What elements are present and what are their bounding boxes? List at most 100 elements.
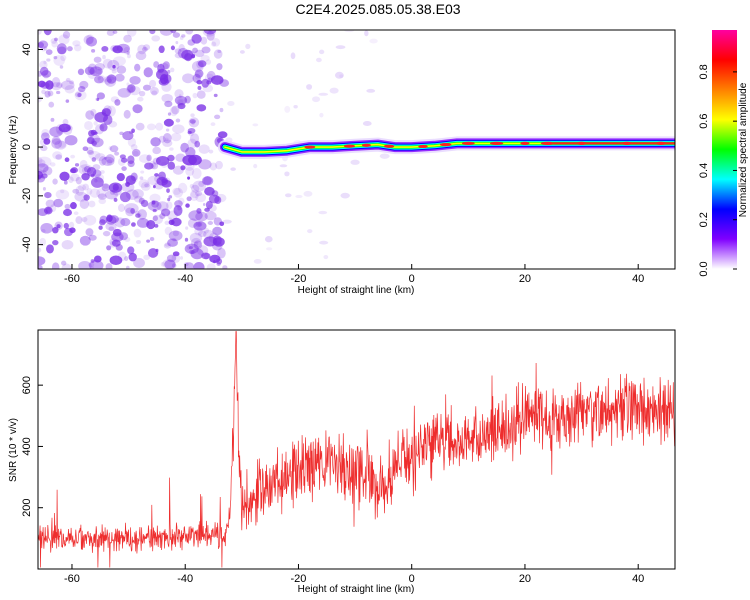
spectrogram-noise-blob (158, 171, 166, 180)
spectrogram-x-tick-label: 40 (632, 273, 644, 285)
spectrogram-noise-blob (173, 251, 180, 256)
spectrogram-noise-blob (124, 110, 131, 119)
spectrogram-noise-blob (336, 45, 346, 49)
spectrogram-noise-blob (213, 235, 222, 245)
chart-title: C2E4.2025.085.05.38.E03 (295, 1, 460, 17)
spectrogram-noise-blob (129, 253, 137, 262)
spectrogram-noise-blob (40, 145, 47, 151)
spectrogram-noise-blob (57, 46, 66, 54)
spectrogram-noise-blob (155, 123, 163, 131)
spectrogram-y-tick-label: 40 (21, 43, 33, 55)
spectrogram-noise-blob (303, 191, 312, 197)
spectrogram-noise-blob (195, 212, 208, 222)
spectrogram-noise-blob (134, 229, 142, 238)
spectrogram-noise-blob (95, 124, 104, 134)
spectrogram-noise-blob (74, 211, 79, 215)
spectrogram-noise-blob (109, 146, 112, 150)
spectrogram-noise-blob (171, 133, 181, 142)
spectrogram-noise-blob (102, 183, 110, 191)
spectrogram-noise-blob (172, 188, 180, 195)
spectrogram-noise-blob (159, 46, 165, 54)
spectrogram-noise-blob (181, 34, 185, 37)
spectrogram-noise-blob (291, 52, 296, 59)
spectrogram-noise-blob (60, 65, 64, 68)
spectrogram-noise-blob (127, 28, 136, 37)
colorbar-gradient (712, 30, 737, 269)
spectrogram-x-tick-label: 0 (409, 273, 415, 285)
spectrogram-noise-blob (105, 222, 116, 230)
spectrogram-noise-blob (88, 63, 97, 74)
spectrogram-noise-blob (330, 88, 339, 94)
spectrogram-noise-blob (137, 97, 143, 102)
spectrogram-noise-blob (58, 34, 69, 44)
spectrogram-noise-blob (115, 74, 125, 82)
spectrogram-noise-blob (170, 68, 174, 73)
snr-panel: -60 -40 -20 0 20 40 200400600 Height of strai… (8, 330, 675, 595)
spectrogram-ridge-peak (344, 145, 355, 148)
spectrogram-noise-blob (203, 203, 205, 206)
spectrogram-noise-blob (252, 123, 258, 126)
spectrogram-noise-blob (107, 159, 113, 165)
spectrogram-noise-blob (84, 121, 93, 130)
spectrogram-noise-blob (207, 204, 217, 212)
spectrogram-noise-blob (101, 46, 108, 52)
spectrogram-noise-blob (134, 211, 139, 215)
spectrogram-noise-blob (165, 221, 170, 225)
spectrogram-noise-blob (209, 255, 220, 263)
spectrogram-noise-blob (118, 204, 125, 212)
spectrogram-noise-blob (64, 180, 68, 184)
colorbar-tick-label: 0.8 (698, 64, 710, 79)
spectrogram-x-axis-label: Height of straight line (km) (298, 285, 415, 296)
spectrogram-noise-blob (208, 221, 213, 225)
spectrogram-noise-blob (111, 96, 119, 102)
spectrogram-noise-blob (154, 182, 163, 190)
spectrogram-noise-blob (43, 166, 53, 175)
spectrogram-noise-blob (70, 202, 77, 209)
spectrogram-noise-blob (195, 69, 204, 77)
spectrogram-noise-blob (46, 244, 54, 253)
spectrogram-ridge-peak (440, 143, 452, 146)
spectrogram-noise-blob (114, 152, 119, 156)
spectrogram-noise-blob (132, 104, 142, 113)
spectrogram-noise-blob (201, 46, 210, 53)
spectrogram-y-tick-label: -20 (21, 188, 33, 204)
spectrogram-noise-blob (216, 63, 222, 70)
spectrogram-noise-blob (186, 244, 190, 249)
spectrogram-noise-blob (149, 194, 160, 203)
spectrogram-noise-blob (65, 157, 70, 162)
snr-x-tick-label: 20 (519, 573, 531, 585)
spectrogram-noise-blob (366, 89, 375, 93)
spectrogram-noise-blob (69, 80, 74, 84)
spectrogram-noise-blob (68, 126, 73, 131)
spectrogram-noise-blob (43, 187, 46, 191)
spectrogram-noise-blob (146, 220, 155, 229)
colorbar: 0.0 0.2 0.4 0.6 0.8 Normalized spectral ampl… (698, 30, 749, 277)
spectrogram-noise-blob (197, 90, 206, 98)
spectrogram-noise-blob (125, 207, 134, 216)
spectrogram-noise-blob (48, 102, 54, 108)
spectrogram-noise-blob (61, 261, 66, 266)
colorbar-tick-label: 0.0 (698, 261, 710, 276)
snr-y-tick-label: 600 (21, 376, 33, 394)
spectrogram-noise-blob (120, 192, 131, 202)
spectrogram-noise-blob (41, 89, 46, 94)
spectrogram-noise-blob (44, 46, 48, 50)
spectrogram-noise-blob (97, 92, 105, 99)
spectrogram-noise-blob (133, 151, 139, 156)
spectrogram-noise-blob (134, 64, 140, 72)
spectrogram-noise-blob (176, 119, 181, 123)
spectrogram-noise-blob (171, 46, 175, 51)
snr-x-tick-label: -40 (177, 573, 193, 585)
spectrogram-noise-blob (191, 120, 195, 125)
spectrogram-noise-blob (188, 131, 192, 134)
spectrogram-noise-blob (160, 26, 173, 36)
spectrogram-noise-blob (59, 172, 69, 181)
colorbar-tick-label: 0.4 (698, 163, 710, 178)
spectrogram-noise-blob (190, 190, 199, 198)
spectrogram-noise-blob (340, 193, 349, 199)
spectrogram-noise-blob (88, 201, 95, 208)
spectrogram-noise-blob (60, 190, 64, 194)
spectrogram-noise-blob (70, 174, 80, 182)
spectrogram-noise-blob (162, 140, 172, 147)
